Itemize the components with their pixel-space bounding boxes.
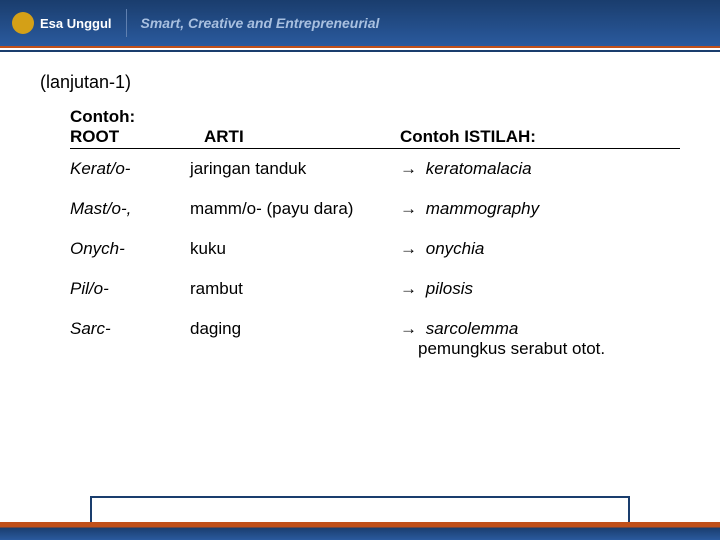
cell-arti: kuku <box>190 229 400 269</box>
col-root: ROOT <box>70 127 190 149</box>
table-header-row: ROOT ARTI Contoh ISTILAH: <box>70 127 680 149</box>
cell-istilah: → keratomalacia <box>400 149 680 190</box>
arrow-icon: → <box>400 279 417 298</box>
table-wrap: Contoh: ROOT ARTI Contoh ISTILAH: Kerat/… <box>40 107 680 369</box>
cell-istilah: → sarcolemmapemungkus serabut otot. <box>400 309 680 369</box>
arrow-icon: → <box>400 199 417 218</box>
cell-root: Pil/o- <box>70 269 190 309</box>
cell-istilah: → pilosis <box>400 269 680 309</box>
arrow-icon: → <box>400 319 417 338</box>
table-row: Onych- kuku → onychia <box>70 229 680 269</box>
logo: Esa Unggul <box>12 12 112 34</box>
cell-arti: jaringan tanduk <box>190 149 400 190</box>
cell-root: Mast/o-, <box>70 189 190 229</box>
istilah-text: keratomalacia <box>426 159 532 178</box>
table-row: Kerat/o- jaringan tanduk → keratomalacia <box>70 149 680 190</box>
cell-arti: daging <box>190 309 400 369</box>
content-area: (lanjutan-1) Contoh: ROOT ARTI Contoh IS… <box>0 52 720 369</box>
cell-root: Kerat/o- <box>70 149 190 190</box>
istilah-sub: pemungkus serabut otot. <box>400 339 672 359</box>
logo-icon <box>12 12 34 34</box>
cell-root: Onych- <box>70 229 190 269</box>
istilah-text: onychia <box>426 239 485 258</box>
istilah-text: mammography <box>426 199 539 218</box>
header-divider <box>126 9 127 37</box>
contoh-label: Contoh: <box>70 107 680 127</box>
cell-arti: mamm/o- (payu dara) <box>190 189 400 229</box>
slide-footer <box>0 492 720 540</box>
arrow-icon: → <box>400 239 417 258</box>
slide-title: (lanjutan-1) <box>40 72 680 93</box>
istilah-text: pilosis <box>426 279 473 298</box>
cell-arti: rambut <box>190 269 400 309</box>
footer-bar <box>0 522 720 540</box>
slide-header: Esa Unggul Smart, Creative and Entrepren… <box>0 0 720 48</box>
table-row: Mast/o-, mamm/o- (payu dara) → mammograp… <box>70 189 680 229</box>
col-arti: ARTI <box>190 127 400 149</box>
tagline: Smart, Creative and Entrepreneurial <box>141 15 380 31</box>
cell-root: Sarc- <box>70 309 190 369</box>
table-row: Sarc- daging → sarcolemmapemungkus serab… <box>70 309 680 369</box>
cell-istilah: → mammography <box>400 189 680 229</box>
root-table: ROOT ARTI Contoh ISTILAH: Kerat/o- jarin… <box>70 127 680 369</box>
col-istilah: Contoh ISTILAH: <box>400 127 680 149</box>
cell-istilah: → onychia <box>400 229 680 269</box>
footer-box <box>90 496 630 522</box>
istilah-text: sarcolemma <box>426 319 519 338</box>
table-row: Pil/o- rambut → pilosis <box>70 269 680 309</box>
logo-text: Esa Unggul <box>40 16 112 31</box>
arrow-icon: → <box>400 159 417 178</box>
